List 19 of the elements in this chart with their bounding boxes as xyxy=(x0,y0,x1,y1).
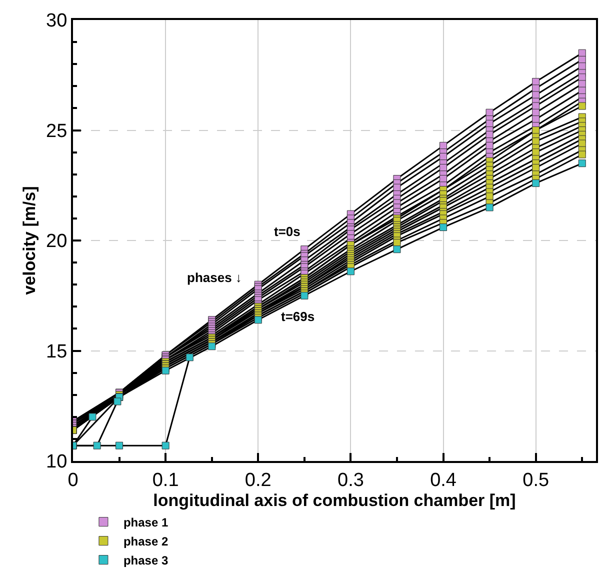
legend-label: phase 1 xyxy=(123,515,168,530)
y-tick-label: 20 xyxy=(46,231,68,252)
y-axis-title: velocity [m/s] xyxy=(20,186,40,295)
y-tick-label: 30 xyxy=(46,10,68,32)
x-tick-label: 0.5 xyxy=(522,470,550,491)
x-tick-label: 0.2 xyxy=(244,470,272,491)
x-tick-label: 0.3 xyxy=(337,470,364,491)
y-tick-label: 25 xyxy=(46,120,68,142)
x-tick-label: 0.1 xyxy=(152,470,179,491)
annotation: t=69s xyxy=(281,309,315,324)
x-tick-label: 0 xyxy=(68,470,78,491)
y-tick-label: 15 xyxy=(46,341,68,362)
x-axis-title: longitudinal axis of combustion chamber [m] xyxy=(153,490,516,510)
legend-label: phase 3 xyxy=(123,553,168,568)
y-tick-label: 10 xyxy=(46,452,68,473)
x-tick-label: 0.4 xyxy=(430,470,457,491)
annotation: phases ↓ xyxy=(187,270,242,285)
legend-label: phase 2 xyxy=(123,534,168,548)
annotation: t=0s xyxy=(274,224,300,239)
